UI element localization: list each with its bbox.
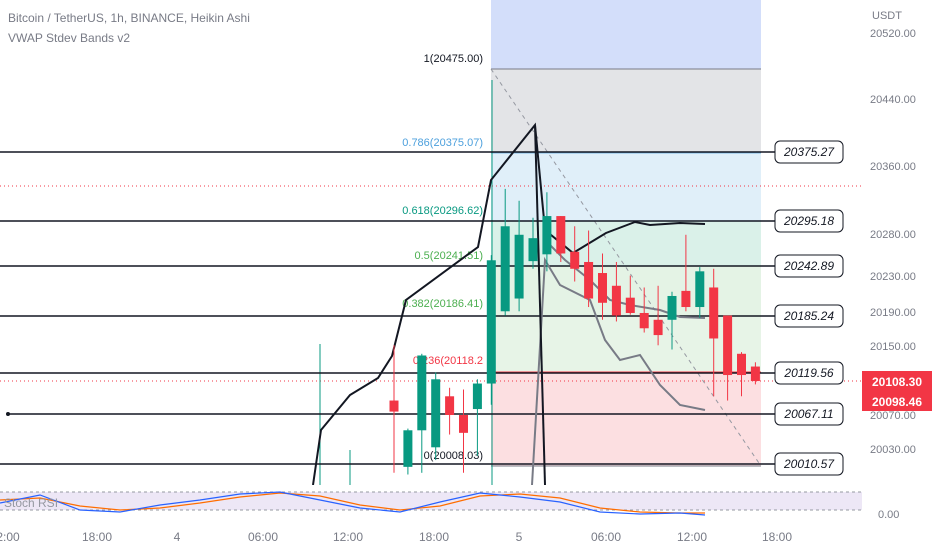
candle-body[interactable] xyxy=(750,366,760,381)
last-price-badge xyxy=(862,371,932,391)
fib-retracement-zones[interactable] xyxy=(490,0,762,467)
candle-body[interactable] xyxy=(500,226,510,312)
oscillator-pane[interactable]: 0.00 xyxy=(0,485,899,521)
ray-label-box[interactable] xyxy=(774,361,844,385)
oscillator-axis-label: 0.00 xyxy=(878,509,899,521)
candle-body[interactable] xyxy=(556,216,566,254)
price-tick: 20280.00 xyxy=(870,229,916,241)
time-tick: 2:00 xyxy=(0,530,20,544)
time-tick: 5 xyxy=(516,530,523,544)
candle-body[interactable] xyxy=(681,290,691,308)
candle-body[interactable] xyxy=(737,353,746,376)
oscillator-band xyxy=(0,492,862,510)
ray-label-box[interactable] xyxy=(774,402,844,426)
price-tick: 20190.00 xyxy=(870,307,916,319)
candle-body[interactable] xyxy=(611,285,621,316)
time-axis[interactable]: 2:00 18:00 4 06:00 12:00 18:00 5 06:00 1… xyxy=(0,520,932,550)
ray-label-box[interactable] xyxy=(774,209,844,233)
ray-label-20119: 20119.56 xyxy=(783,366,833,380)
fib-zone-top xyxy=(491,0,761,69)
fib-zone-0382-0236 xyxy=(491,316,761,372)
candle-body[interactable] xyxy=(431,379,441,448)
ray-label-20242: 20242.89 xyxy=(783,259,834,273)
time-tick: 12:00 xyxy=(677,530,707,544)
fib-label-0618: 0.618(20296.62) xyxy=(402,205,483,217)
stoch-d-line xyxy=(0,492,705,514)
fib-label-0382: 0.382(20186.41) xyxy=(402,298,483,310)
fib-label-0236: 0.236(20118.2 xyxy=(413,355,483,367)
time-tick: 4 xyxy=(174,530,181,544)
candle-body[interactable] xyxy=(486,260,496,384)
last-price-label: 20108.30 xyxy=(872,375,922,389)
ray-label-box[interactable] xyxy=(774,140,844,164)
price-tick: 20360.00 xyxy=(870,161,916,173)
candle-body[interactable] xyxy=(639,312,649,329)
candle-body[interactable] xyxy=(584,261,594,299)
price-tick: 20520.00 xyxy=(870,28,916,40)
candle-body[interactable] xyxy=(514,234,524,299)
ray-anchor-dot[interactable] xyxy=(6,412,10,416)
prev-price-badge xyxy=(862,391,932,411)
price-axis[interactable]: USDT 20520.00 20440.00 20360.00 20280.00… xyxy=(862,0,932,485)
candle-body[interactable] xyxy=(445,396,455,415)
candle-body[interactable] xyxy=(542,216,552,255)
candle-body[interactable] xyxy=(528,238,538,262)
candle-body[interactable] xyxy=(459,414,468,433)
time-tick: 06:00 xyxy=(591,530,621,544)
symbol-title[interactable]: Bitcoin / TetherUS, 1h, BINANCE, Heikin … xyxy=(8,11,250,25)
candle-body[interactable] xyxy=(570,251,580,269)
ray-label-box[interactable] xyxy=(774,452,844,476)
price-tick: 20150.00 xyxy=(870,341,916,353)
time-tick: 18:00 xyxy=(762,530,792,544)
stoch-k-line xyxy=(0,491,706,516)
fib-zone-0786-0618 xyxy=(491,153,761,221)
candles-group[interactable] xyxy=(389,188,760,475)
candle-body[interactable] xyxy=(625,297,635,313)
ray-label-20295: 20295.18 xyxy=(783,214,834,228)
vwap-lower-band[interactable] xyxy=(531,256,706,486)
currency-label: USDT xyxy=(872,10,902,22)
time-tick: 18:00 xyxy=(419,530,449,544)
candle-body[interactable] xyxy=(667,295,677,320)
ray-label-20010: 20010.57 xyxy=(783,457,835,471)
ray-label-box[interactable] xyxy=(774,304,844,328)
fib-zone-1-0786 xyxy=(491,69,761,153)
time-axis-bg xyxy=(0,520,932,550)
ray-label-20067: 20067.11 xyxy=(783,407,833,421)
candle-body[interactable] xyxy=(598,273,607,303)
vwap-drop-segment xyxy=(534,124,546,486)
indicator-title[interactable]: VWAP Stdev Bands v2 xyxy=(8,31,131,45)
fib-label-05: 0.5(20241.51) xyxy=(415,250,484,262)
ray-label-box[interactable] xyxy=(774,254,844,278)
oscillator-title[interactable]: Stoch RSI xyxy=(4,496,59,510)
price-tick: 20070.00 xyxy=(870,410,916,422)
candle-body[interactable] xyxy=(695,271,705,308)
prev-price-label: 20098.46 xyxy=(872,395,922,409)
price-tick: 20230.00 xyxy=(870,271,916,283)
price-tick: 20440.00 xyxy=(870,94,916,106)
ray-label-20185: 20185.24 xyxy=(783,309,834,323)
price-tick: 20030.00 xyxy=(870,444,916,456)
candle-body[interactable] xyxy=(709,287,719,339)
time-tick: 06:00 xyxy=(248,530,278,544)
candle-body[interactable] xyxy=(653,319,663,336)
candle-body[interactable] xyxy=(389,400,399,412)
fib-label-1: 1(20475.00) xyxy=(424,53,483,65)
candle-body[interactable] xyxy=(723,315,733,376)
candle-body[interactable] xyxy=(403,430,413,467)
candle-body[interactable] xyxy=(472,383,482,410)
time-tick: 12:00 xyxy=(333,530,363,544)
vwap-line[interactable] xyxy=(312,122,706,486)
time-tick: 18:00 xyxy=(82,530,112,544)
fib-label-0786: 0.786(20375.07) xyxy=(402,137,483,149)
candle-body[interactable] xyxy=(417,355,427,431)
fib-label-0: 0(20008.03) xyxy=(424,450,483,462)
ray-label-20375: 20375.27 xyxy=(783,145,835,159)
fib-zone-0236-0 xyxy=(491,372,761,466)
